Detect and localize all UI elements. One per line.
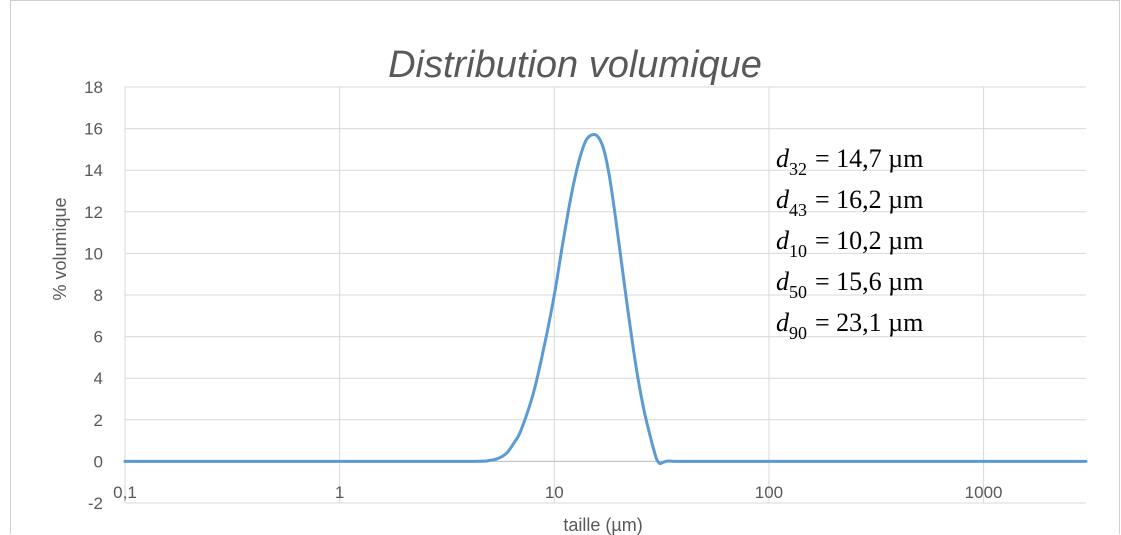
stat-annotation: d90 = 23,1 µm xyxy=(776,308,923,343)
y-tick-label: 18 xyxy=(84,78,103,97)
series-line xyxy=(123,133,1088,466)
tick-labels: -2 0 2 4 6 8 10 12 14 16 18 0,1 1 10 100 1000 xyxy=(84,78,1002,513)
y-tick-label: 16 xyxy=(84,120,103,139)
stat-annotation: d50 = 15,6 µm xyxy=(776,267,923,302)
y-tick-label: 10 xyxy=(84,244,103,263)
x-tick-label: 1 xyxy=(335,483,344,502)
y-tick-label: -2 xyxy=(88,494,103,513)
x-tick-label: 10 xyxy=(545,483,564,502)
stat-annotation: d10 = 10,2 µm xyxy=(776,226,923,261)
chart-frame: -2 0 2 4 6 8 10 12 14 16 18 0,1 1 10 100 1000 Distribut… xyxy=(10,0,1120,535)
y-tick-label: 4 xyxy=(94,369,103,388)
y-tick-label: 2 xyxy=(94,411,103,430)
x-tick-label: 1000 xyxy=(965,483,1003,502)
stat-annotation: d43 = 16,2 µm xyxy=(776,185,923,220)
y-tick-label: 14 xyxy=(84,161,103,180)
stats-box: d32 = 14,7 µm d43 = 16,2 µm d10 = 10,2 µm d50 =… xyxy=(776,144,923,343)
series-layer xyxy=(123,133,1088,466)
y-axis-title: % volumique xyxy=(50,197,70,300)
x-tick-label: 100 xyxy=(755,483,783,502)
x-tick-label: 0,1 xyxy=(113,483,137,502)
y-tick-label: 8 xyxy=(94,286,103,305)
x-axis-title: taille (µm) xyxy=(563,515,642,535)
grid xyxy=(124,86,1086,504)
y-tick-label: 12 xyxy=(84,203,103,222)
chart-title: Distribution volumique xyxy=(388,44,762,86)
stat-annotation: d32 = 14,7 µm xyxy=(776,144,923,179)
y-tick-label: 6 xyxy=(94,328,103,347)
chart: -2 0 2 4 6 8 10 12 14 16 18 0,1 1 10 100 1000 Distribut… xyxy=(50,44,1088,535)
y-tick-label: 0 xyxy=(94,452,103,471)
